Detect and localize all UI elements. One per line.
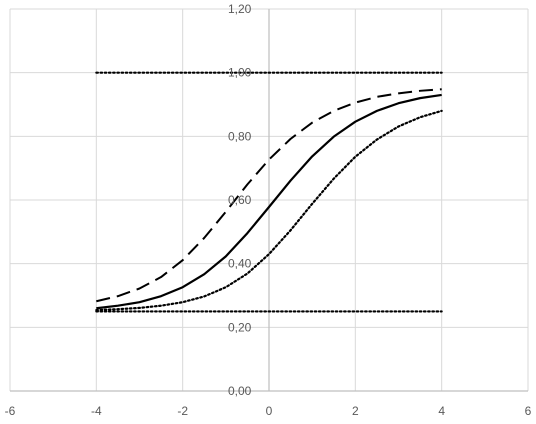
y-tick-label: 0,00 <box>228 384 252 398</box>
y-tick-label: 0,80 <box>228 129 252 143</box>
x-tick-label: -2 <box>177 404 188 418</box>
series-line-dotted-4 <box>95 109 443 312</box>
x-tick-label: -6 <box>5 404 16 418</box>
series-group <box>95 71 443 313</box>
series-line-solid-3 <box>96 93 442 310</box>
x-tick-label: 6 <box>525 404 532 418</box>
y-tick-label: 0,60 <box>228 193 252 207</box>
series-line-dashed-2 <box>96 88 442 303</box>
x-tick-label: -4 <box>91 404 102 418</box>
x-tick-label: 4 <box>438 404 445 418</box>
y-tick-label: 0,20 <box>228 320 252 334</box>
x-tick-label: 2 <box>352 404 359 418</box>
tick-labels: -6 -4 -2 0 2 4 6 0,00 0,20 0,40 0,60 0,80 1,00 1,20 <box>5 2 532 418</box>
y-tick-label: 1,20 <box>228 2 252 16</box>
x-tick-label: 0 <box>266 404 273 418</box>
y-tick-label: 0,40 <box>228 257 252 271</box>
y-tick-label: 1,00 <box>228 66 252 80</box>
